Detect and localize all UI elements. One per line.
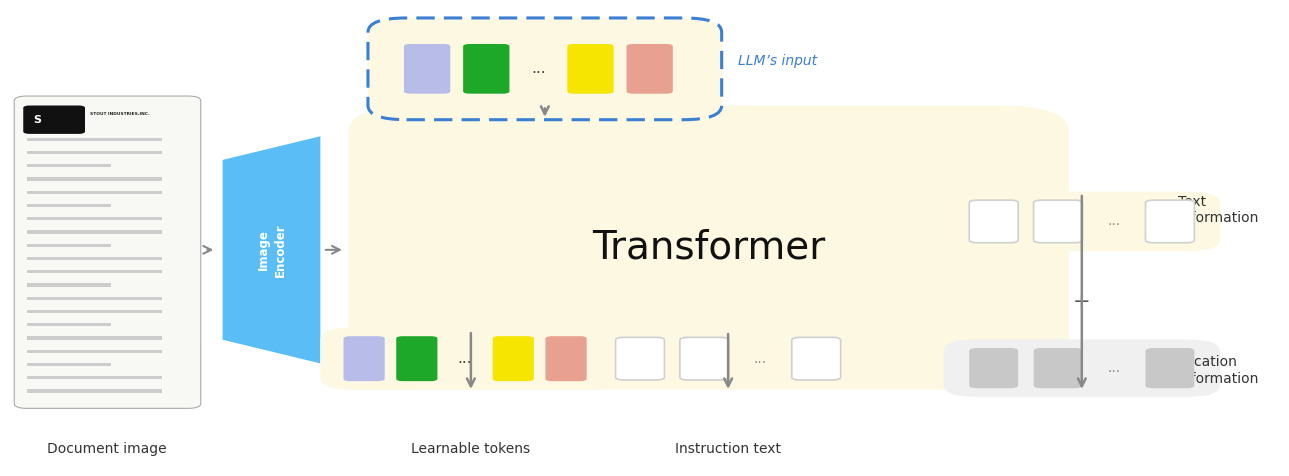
Text: Document image: Document image xyxy=(46,442,166,456)
FancyBboxPatch shape xyxy=(616,337,664,380)
FancyBboxPatch shape xyxy=(344,336,384,381)
FancyBboxPatch shape xyxy=(14,96,201,408)
Text: Transformer: Transformer xyxy=(592,228,825,267)
FancyBboxPatch shape xyxy=(679,337,728,380)
Text: LLM’s input: LLM’s input xyxy=(739,53,817,68)
Text: Location
information: Location information xyxy=(1178,356,1258,386)
Bar xyxy=(27,363,111,366)
Text: ...: ... xyxy=(754,352,767,366)
Text: Instruction text: Instruction text xyxy=(675,442,781,456)
FancyBboxPatch shape xyxy=(969,348,1018,388)
FancyBboxPatch shape xyxy=(1146,348,1195,388)
FancyBboxPatch shape xyxy=(791,337,840,380)
Text: ...: ... xyxy=(1107,214,1120,228)
Text: STOUT INDUSTRIES,INC.: STOUT INDUSTRIES,INC. xyxy=(90,112,150,116)
FancyBboxPatch shape xyxy=(944,339,1221,397)
Text: ...: ... xyxy=(1107,361,1120,375)
FancyBboxPatch shape xyxy=(590,329,866,388)
FancyBboxPatch shape xyxy=(1146,200,1195,243)
FancyBboxPatch shape xyxy=(969,200,1018,243)
FancyBboxPatch shape xyxy=(403,44,450,94)
Bar xyxy=(27,178,162,181)
Bar xyxy=(27,270,162,274)
FancyBboxPatch shape xyxy=(396,336,437,381)
FancyBboxPatch shape xyxy=(1034,348,1083,388)
Text: ...: ... xyxy=(458,351,472,366)
Text: Learnable tokens: Learnable tokens xyxy=(411,442,530,456)
Bar xyxy=(27,151,162,154)
Bar xyxy=(27,310,162,313)
Bar xyxy=(27,217,162,220)
Bar xyxy=(27,164,111,168)
Bar xyxy=(27,244,111,247)
FancyBboxPatch shape xyxy=(348,106,1069,389)
Bar xyxy=(27,337,162,340)
Bar xyxy=(27,230,162,234)
Bar xyxy=(27,191,162,194)
Bar xyxy=(27,257,162,260)
FancyBboxPatch shape xyxy=(367,18,722,119)
Bar xyxy=(27,297,162,300)
Bar xyxy=(27,389,162,393)
Text: Text
information: Text information xyxy=(1178,195,1258,225)
FancyBboxPatch shape xyxy=(545,336,586,381)
Text: Image
Encoder: Image Encoder xyxy=(257,223,286,277)
Bar xyxy=(27,283,111,287)
Bar xyxy=(27,323,111,327)
Text: ...: ... xyxy=(531,61,545,76)
Polygon shape xyxy=(223,136,321,363)
FancyBboxPatch shape xyxy=(492,336,534,381)
FancyBboxPatch shape xyxy=(567,44,614,94)
FancyBboxPatch shape xyxy=(944,192,1221,251)
Bar xyxy=(27,350,162,353)
Bar xyxy=(27,376,162,379)
FancyBboxPatch shape xyxy=(463,44,509,94)
FancyBboxPatch shape xyxy=(380,35,709,102)
FancyBboxPatch shape xyxy=(1034,200,1083,243)
Text: S: S xyxy=(34,115,41,125)
Bar xyxy=(27,204,111,207)
Bar xyxy=(27,138,162,141)
Text: +: + xyxy=(1072,292,1090,312)
FancyBboxPatch shape xyxy=(23,106,85,134)
FancyBboxPatch shape xyxy=(321,327,621,390)
FancyBboxPatch shape xyxy=(626,44,673,94)
